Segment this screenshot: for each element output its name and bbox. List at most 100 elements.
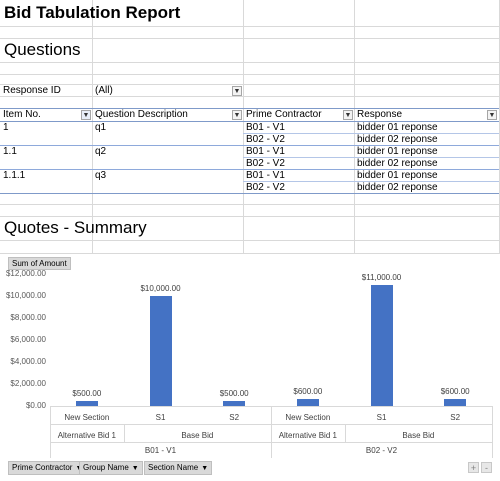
y-tick-label: $0.00 — [25, 401, 46, 410]
table-bottom-border — [0, 193, 499, 194]
item-no-cell: 1.1 — [3, 146, 17, 157]
filter-label: Response ID — [3, 85, 61, 96]
row-divider — [0, 96, 500, 97]
question-cell: q3 — [95, 170, 107, 181]
axis-separator — [50, 406, 51, 458]
group-name-axis-button[interactable]: Group Name ▼ — [79, 461, 143, 475]
chart-bar — [370, 285, 393, 406]
data-label: $10,000.00 — [140, 284, 181, 293]
contractor-cell: B02 - V2 — [246, 158, 285, 169]
y-tick-label: $2,000.00 — [10, 379, 46, 388]
item-no-cell: 1 — [3, 122, 9, 133]
row-divider — [0, 240, 500, 241]
x-contractor-label: B01 - V1 — [144, 446, 177, 455]
dropdown-arrow-icon: ▼ — [75, 463, 82, 474]
response-dropdown[interactable]: ▼ — [487, 110, 497, 120]
row-divider — [0, 38, 500, 39]
header-response: Response — [357, 109, 403, 120]
x-group-label: Base Bid — [181, 431, 214, 440]
y-tick-label: $10,000.00 — [5, 291, 46, 300]
section-name-axis-label: Section Name — [148, 463, 199, 472]
axis-separator — [123, 424, 125, 442]
row-border — [243, 157, 499, 158]
row-divider — [0, 216, 500, 217]
collapse-field-button[interactable]: - — [481, 462, 492, 473]
report-title: Bid Tabulation Report — [4, 3, 181, 22]
data-label: $11,000.00 — [361, 273, 402, 282]
prime-contractor-dropdown[interactable]: ▼ — [343, 110, 353, 120]
response-cell: bidder 01 reponse — [357, 170, 438, 181]
header-top-border — [0, 108, 499, 109]
group-border — [0, 145, 499, 146]
sum-of-amount-button[interactable]: Sum of Amount — [8, 257, 71, 270]
x-category-label: New Section — [285, 413, 331, 422]
x-group-label: Base Bid — [402, 431, 435, 440]
column-divider — [354, 0, 355, 253]
dropdown-arrow-icon: ▼ — [201, 465, 209, 472]
row-divider — [0, 84, 500, 85]
column-divider — [92, 0, 93, 253]
header-question-description: Question Description — [95, 109, 188, 120]
x-contractor-label: B02 - V2 — [365, 446, 398, 455]
data-label: $500.00 — [72, 388, 102, 398]
response-cell: bidder 01 reponse — [357, 122, 438, 133]
column-divider — [243, 0, 244, 253]
row-border — [243, 181, 499, 182]
data-label: $600.00 — [293, 387, 323, 397]
prime-contractor-axis-button[interactable]: Prime Contractor▼ — [8, 461, 87, 475]
response-cell: bidder 01 reponse — [357, 146, 438, 157]
row-divider — [0, 204, 500, 205]
y-tick-label: $4,000.00 — [10, 357, 46, 366]
row-divider — [0, 74, 500, 75]
x-group-label: Alternative Bid 1 — [278, 431, 337, 440]
prime-contractor-axis-label: Prime Contractor — [12, 463, 73, 472]
x-category-label: S2 — [229, 413, 240, 422]
contractor-cell: B01 - V1 — [246, 170, 285, 181]
response-cell: bidder 02 reponse — [357, 134, 438, 145]
x-category-label: S2 — [450, 413, 461, 422]
header-item-no: Item No. — [3, 109, 41, 120]
pivot-chart[interactable]: Sum of Amount Prime Contractor▼ Group Na… — [0, 253, 500, 481]
questions-heading: Questions — [4, 40, 81, 59]
filter-dropdown-button[interactable]: ▼ — [232, 86, 242, 96]
contractor-cell: B01 - V1 — [246, 146, 285, 157]
contractor-cell: B02 - V2 — [246, 134, 285, 145]
y-tick-label: $12,000.00 — [5, 269, 46, 278]
axis-separator — [344, 424, 346, 442]
y-tick-label: $6,000.00 — [10, 335, 46, 344]
x-group-label: Alternative Bid 1 — [57, 431, 116, 440]
filter-value: (All) — [95, 85, 113, 96]
expand-field-button[interactable]: + — [468, 462, 479, 473]
filter-icon: ▼ — [131, 465, 139, 472]
row-divider — [0, 62, 500, 63]
item-no-filter-button[interactable]: ▼ — [81, 110, 91, 120]
data-label: $600.00 — [440, 387, 470, 397]
row-divider — [0, 26, 500, 27]
axis-separator — [492, 406, 493, 458]
item-no-cell: 1.1.1 — [3, 170, 26, 181]
x-category-label: New Section — [64, 413, 110, 422]
header-bottom-border — [0, 121, 499, 122]
axis-separator — [271, 406, 272, 458]
response-cell: bidder 02 reponse — [357, 158, 438, 169]
data-label: $500.00 — [219, 388, 249, 398]
chart-bar — [223, 400, 246, 406]
chart-bar — [444, 399, 467, 406]
header-prime-contractor: Prime Contractor — [246, 109, 322, 120]
group-border — [0, 169, 499, 170]
question-cell: q1 — [95, 122, 107, 133]
section-name-axis-button[interactable]: Section Name ▼ — [144, 461, 213, 475]
question-cell: q2 — [95, 146, 107, 157]
contractor-cell: B01 - V1 — [246, 122, 285, 133]
chart-bar — [296, 399, 319, 406]
chart-bar — [75, 400, 98, 406]
contractor-cell: B02 - V2 — [246, 182, 285, 193]
row-border — [243, 133, 499, 134]
x-category-label: S1 — [155, 413, 166, 422]
group-name-axis-label: Group Name — [83, 463, 129, 472]
response-cell: bidder 02 reponse — [357, 182, 438, 193]
question-description-dropdown[interactable]: ▼ — [232, 110, 242, 120]
y-tick-label: $8,000.00 — [10, 313, 46, 322]
quotes-heading: Quotes - Summary — [4, 218, 147, 237]
